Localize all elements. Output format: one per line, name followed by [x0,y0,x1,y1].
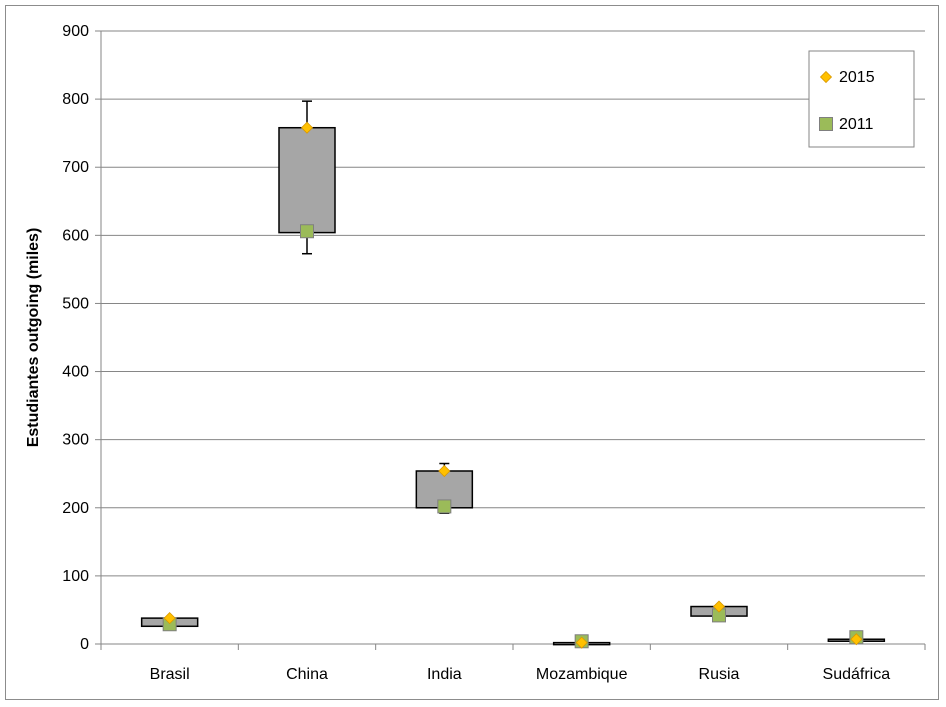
x-tick-label: China [286,666,328,683]
y-tick-label: 200 [62,500,89,517]
x-tick-label: Brasil [150,666,190,683]
legend-box [808,50,915,148]
x-tick-label: Mozambique [536,666,628,683]
legend-label-2015: 2015 [839,69,875,86]
y-tick-label: 600 [62,227,89,244]
y-tick-label: 100 [62,568,89,585]
y-axis-label: Estudiantes outgoing (miles) [25,228,42,448]
box [278,126,336,234]
point-2015 [300,121,314,134]
x-tick-label: India [427,666,462,683]
point-2011 [300,224,314,239]
y-tick-label: 300 [62,432,89,449]
y-tick-label: 500 [62,295,89,312]
chart-frame [5,5,939,700]
point-2015 [712,600,726,613]
point-2015 [575,636,588,649]
point-2015 [163,612,176,625]
legend-marker-2015 [819,70,833,84]
point-2011 [437,499,452,514]
y-tick-label: 900 [62,23,89,40]
point-2015 [438,464,451,478]
x-tick-label: Sudáfrica [823,666,891,683]
y-tick-label: 800 [62,91,89,108]
y-tick-label: 700 [62,159,89,176]
y-tick-label: 0 [80,636,89,653]
x-tick-label: Rusia [699,666,740,683]
point-2015 [850,633,863,646]
legend-label-2011: 2011 [839,116,874,133]
legend-marker-2011 [819,117,833,131]
y-tick-label: 400 [62,364,89,381]
